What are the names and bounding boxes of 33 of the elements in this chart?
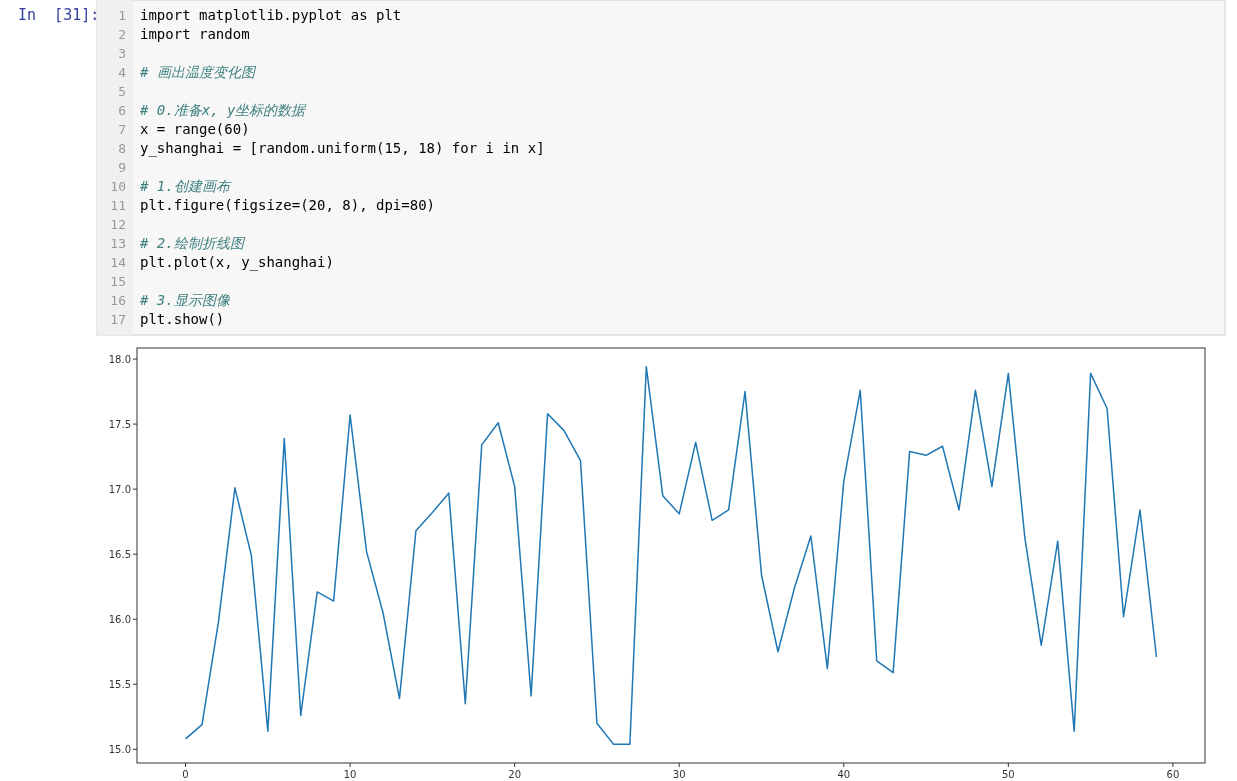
text: In [31]: <box>18 6 100 24</box>
text: 3 <box>118 46 126 61</box>
x-tick-label: 30 <box>672 769 686 780</box>
y-tick-label: 16.0 <box>108 613 131 625</box>
text: 10 # 1.创建画布 <box>110 178 232 194</box>
x-tick-label: 60 <box>1166 769 1180 780</box>
text: 16 # 3.显示图像 <box>110 292 230 308</box>
x-tick-label: 40 <box>837 769 851 780</box>
text: 7 x = range(60) <box>118 121 250 137</box>
x-tick-label: 0 <box>182 769 189 780</box>
y-tick-label: 15.5 <box>108 678 131 690</box>
x-tick-label: 50 <box>1001 769 1015 780</box>
y-tick-label: 15.0 <box>108 743 131 755</box>
text: 1 import matplotlib.pyplot as plt <box>118 7 402 23</box>
x-tick-label: 20 <box>508 769 522 780</box>
text: 14 plt.plot(x, y_shanghai) <box>110 254 334 271</box>
text: 13 # 2.绘制折线图 <box>110 235 246 251</box>
line-series <box>184 366 1158 745</box>
y-tick-label: 18.0 <box>108 353 131 365</box>
text: 2 import random <box>118 26 250 42</box>
y-tick-label: 17.5 <box>108 418 131 430</box>
text: 17 plt.show() <box>110 311 225 327</box>
text: 6 # 0.准备x, y坐标的数据 <box>118 102 308 118</box>
y-tick-label: 16.5 <box>108 548 131 560</box>
text: 15 <box>110 274 126 289</box>
text: 9 <box>118 160 126 175</box>
text: 4 # 画出温度变化图 <box>118 64 257 80</box>
text: 11 plt.figure(figsize=(20, 8), dpi=80) <box>110 197 436 213</box>
x-tick-label: 10 <box>343 769 357 780</box>
text: 12 <box>110 217 126 232</box>
text: 5 <box>118 84 126 99</box>
text: 8 y_shanghai = [random.uniform(15, 18) for i in x] <box>118 140 545 157</box>
y-tick-label: 17.0 <box>108 483 131 495</box>
